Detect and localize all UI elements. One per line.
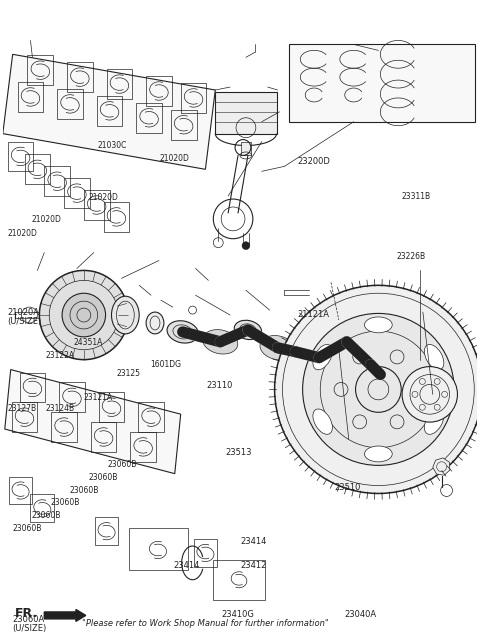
Text: 23311B: 23311B: [401, 192, 431, 201]
Ellipse shape: [353, 353, 388, 377]
Ellipse shape: [365, 363, 396, 386]
Text: 23125: 23125: [117, 369, 141, 378]
Ellipse shape: [260, 335, 295, 360]
Text: 21020D: 21020D: [159, 154, 189, 163]
Polygon shape: [433, 458, 450, 475]
Ellipse shape: [167, 320, 198, 343]
Polygon shape: [289, 44, 475, 122]
Text: 23414: 23414: [174, 561, 200, 570]
Ellipse shape: [234, 320, 262, 340]
Polygon shape: [5, 370, 180, 474]
Text: 23124B: 23124B: [46, 404, 74, 413]
Text: 23513: 23513: [226, 447, 252, 456]
Text: 23060B: 23060B: [69, 486, 98, 495]
Text: 23060B: 23060B: [88, 473, 118, 482]
Text: 23060B: 23060B: [50, 499, 80, 508]
Text: 23060B: 23060B: [12, 524, 42, 533]
Text: 23412: 23412: [240, 561, 266, 570]
Ellipse shape: [146, 312, 164, 334]
Text: 21030C: 21030C: [97, 141, 127, 150]
Ellipse shape: [111, 296, 139, 334]
Text: 21020D: 21020D: [31, 215, 61, 224]
Polygon shape: [216, 92, 276, 133]
Text: 23200D: 23200D: [297, 157, 330, 166]
Ellipse shape: [313, 409, 332, 435]
Text: 23060B: 23060B: [31, 511, 60, 520]
Circle shape: [242, 242, 250, 249]
Text: (U/SIZE): (U/SIZE): [12, 624, 47, 633]
Ellipse shape: [364, 446, 392, 462]
Text: 21020D: 21020D: [88, 194, 118, 203]
Text: 23060B: 23060B: [107, 460, 136, 469]
Ellipse shape: [364, 317, 392, 333]
Text: 23040A: 23040A: [344, 610, 376, 619]
Text: 23414: 23414: [240, 537, 266, 545]
Circle shape: [39, 271, 128, 360]
Ellipse shape: [203, 329, 238, 354]
Text: 24351A: 24351A: [74, 338, 103, 347]
Text: (U/SIZE): (U/SIZE): [8, 317, 42, 326]
Text: 23122A: 23122A: [46, 351, 74, 360]
Text: 21121A: 21121A: [297, 310, 329, 319]
Text: 23060A: 23060A: [12, 615, 45, 624]
Polygon shape: [241, 142, 251, 156]
Ellipse shape: [313, 344, 332, 370]
Text: 23226B: 23226B: [396, 252, 426, 261]
Circle shape: [402, 367, 457, 422]
Ellipse shape: [301, 345, 336, 370]
Text: "Please refer to Work Shop Manual for further information": "Please refer to Work Shop Manual for fu…: [82, 619, 329, 628]
Text: 21020A: 21020A: [8, 308, 39, 317]
Ellipse shape: [424, 344, 444, 370]
Text: 23410G: 23410G: [221, 610, 254, 619]
Ellipse shape: [333, 332, 360, 351]
Text: 23510: 23510: [335, 483, 361, 492]
Polygon shape: [3, 54, 216, 169]
Text: 23110: 23110: [207, 381, 233, 390]
Text: 21020D: 21020D: [8, 229, 37, 238]
Text: 23121A: 23121A: [84, 393, 112, 402]
FancyArrow shape: [44, 610, 86, 621]
Ellipse shape: [424, 409, 444, 435]
Circle shape: [275, 285, 480, 494]
Circle shape: [62, 293, 106, 337]
Circle shape: [302, 313, 454, 465]
Text: 1601DG: 1601DG: [150, 360, 181, 369]
Ellipse shape: [280, 340, 311, 363]
Text: 23127B: 23127B: [8, 404, 36, 413]
Text: FR.: FR.: [14, 608, 38, 620]
